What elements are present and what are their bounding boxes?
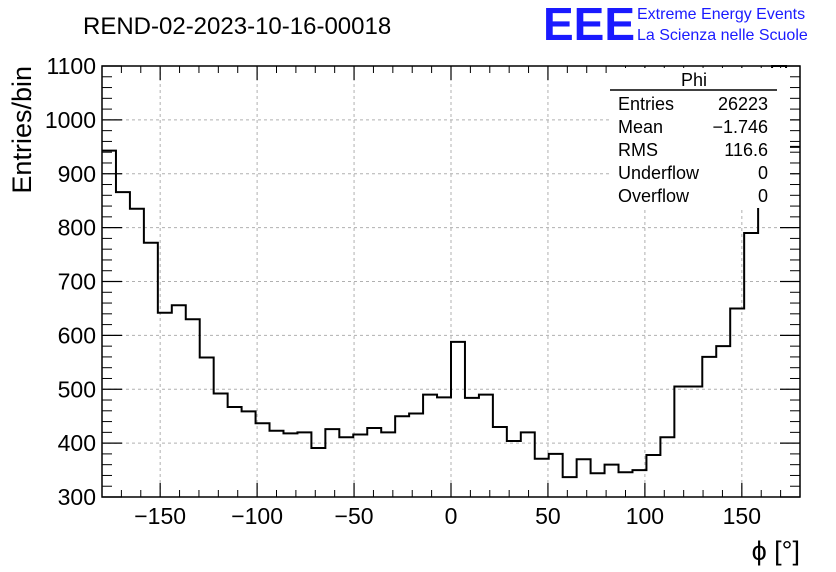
y-tick-label: 800: [58, 215, 96, 241]
stats-value-mean: −1.746: [712, 117, 768, 137]
histogram-bin: [744, 233, 758, 497]
x-axis-title: ϕ [°]: [752, 536, 800, 566]
histogram-bin: [353, 435, 367, 497]
stats-value-entries: 26223: [718, 94, 768, 114]
stats-value-overflow: 0: [758, 186, 768, 206]
histogram-bin: [758, 192, 772, 497]
histogram-bin: [339, 437, 353, 497]
histogram-bin: [297, 432, 311, 497]
y-tick-label: 300: [58, 484, 96, 510]
stats-label-mean: Mean: [618, 117, 663, 137]
logo-line-1: Extreme Energy Events: [637, 6, 805, 23]
histogram-bin: [186, 319, 200, 497]
histogram-bin: [716, 346, 730, 497]
y-axis-title: Entries/bin: [7, 66, 37, 194]
eee-logo: EEE Extreme Energy Events La Scienza nel…: [543, 0, 808, 50]
histogram-outline: [102, 65, 800, 479]
stats-box: Phi Entries 26223 Mean −1.746 RMS 116.6 …: [610, 68, 790, 208]
y-tick-label: 700: [58, 269, 96, 295]
histogram-bin: [395, 416, 409, 497]
histogram-bin: [311, 448, 325, 497]
x-tick-label: 0: [445, 503, 458, 529]
stats-label-overflow: Overflow: [618, 186, 690, 206]
histogram-bin: [270, 431, 284, 497]
axis-ticks: [102, 65, 800, 498]
y-tick-labels: 300 400 500 600 700 800 900 1000 1100: [45, 53, 96, 510]
y-tick-label: 900: [58, 161, 96, 187]
histogram-bin: [646, 455, 660, 497]
histogram-bin: [116, 192, 130, 497]
y-tick-label: 500: [58, 376, 96, 402]
histogram-bin: [172, 305, 186, 497]
stats-value-rms: 116.6: [724, 140, 768, 160]
x-tick-labels: −150 −100 −50 0 50 100 150: [134, 503, 761, 529]
histogram-bin: [200, 357, 214, 497]
histogram-bin: [521, 432, 535, 497]
histogram-bin: [451, 342, 465, 497]
histogram-bin: [493, 427, 507, 497]
histogram-bin: [507, 441, 521, 497]
histogram-bin: [409, 413, 423, 497]
histogram-bin: [688, 387, 702, 497]
histogram-bin: [591, 473, 605, 497]
histogram-bin: [102, 151, 116, 497]
histogram-bin: [563, 477, 577, 497]
histogram-bin: [605, 465, 619, 497]
x-tick-label: 50: [535, 503, 561, 529]
x-tick-label: −100: [231, 503, 283, 529]
histogram-bin: [535, 459, 549, 497]
histogram-bin: [674, 387, 688, 497]
stats-value-underflow: 0: [758, 163, 768, 183]
x-tick-label: 100: [626, 503, 664, 529]
histogram-bin: [381, 432, 395, 497]
histogram-bin: [702, 357, 716, 497]
histogram-bin: [325, 429, 339, 497]
stats-background: [610, 68, 790, 208]
histogram-bin: [214, 394, 228, 497]
y-tick-label: 1100: [47, 53, 96, 79]
histogram-bin: [242, 411, 256, 497]
x-tick-label: 150: [723, 503, 761, 529]
histogram-bin: [549, 454, 563, 497]
logo-mark: EEE: [543, 0, 635, 50]
x-tick-label: −150: [134, 503, 186, 529]
histogram-bin: [228, 407, 242, 497]
y-tick-label: 400: [58, 430, 96, 456]
histogram-bin: [660, 437, 674, 497]
histogram-bin: [577, 459, 591, 497]
histogram-bin: [479, 395, 493, 497]
histogram-bin: [465, 398, 479, 497]
stats-label-entries: Entries: [618, 94, 674, 114]
histogram-bin: [130, 209, 144, 497]
y-tick-label: 600: [58, 322, 96, 348]
histogram-bin: [367, 428, 381, 497]
stats-name: Phi: [681, 70, 707, 90]
stats-label-underflow: Underflow: [618, 163, 700, 183]
y-tick-label: 1000: [45, 107, 96, 133]
histogram-bin: [437, 397, 451, 497]
histogram-bin: [423, 395, 437, 497]
stats-label-rms: RMS: [618, 140, 658, 160]
x-tick-label: −50: [335, 503, 374, 529]
logo-line-2: La Scienza nelle Scuole: [637, 27, 808, 44]
histogram-bin: [144, 243, 158, 497]
chart-title: REND-02-2023-10-16-00018: [83, 13, 391, 40]
